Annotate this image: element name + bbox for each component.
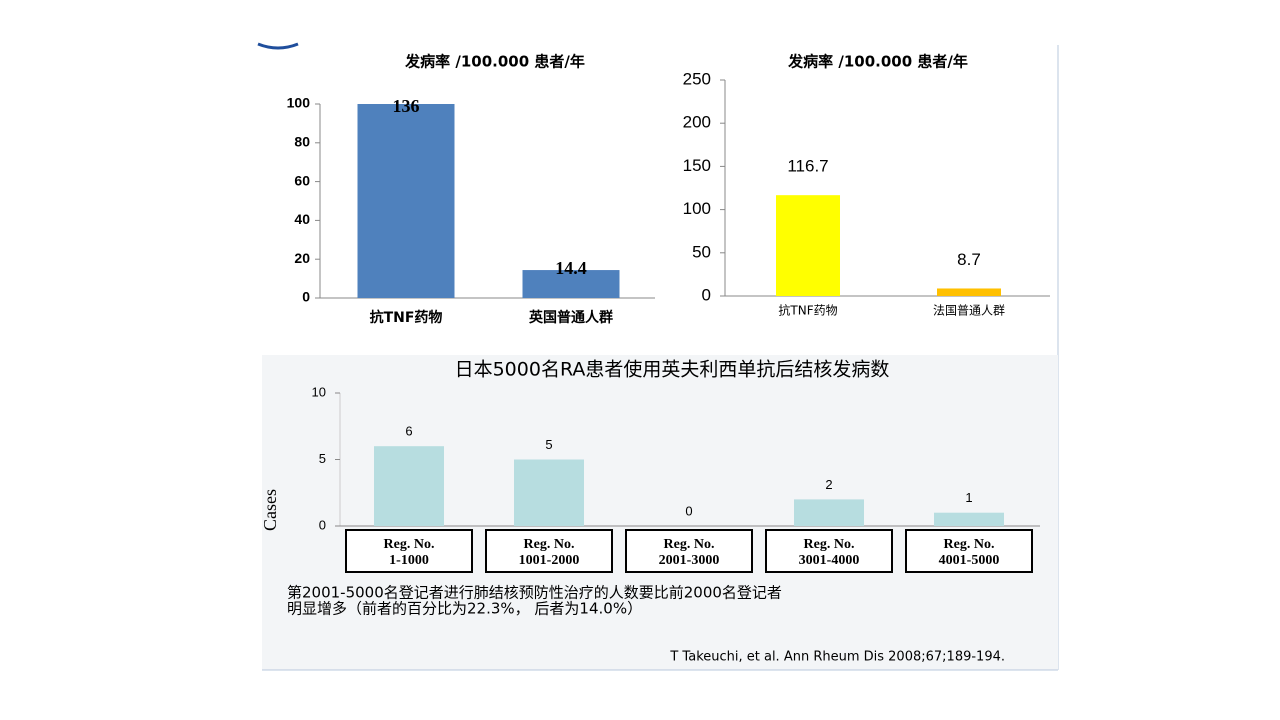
chart-title: 发病率 /100.000 患者/年 [404, 53, 585, 71]
category-box [345, 529, 473, 573]
x-tick-label: 3001-4000 [799, 553, 860, 568]
bar [514, 459, 584, 526]
y-tick-label: 40 [294, 211, 310, 227]
chart-title: 日本5000名RA患者使用英夫利西单抗后结核发病数 [455, 359, 890, 381]
note: 第2001-5000名登记者进行肺结核预防性治疗的人数要比前2000名登记者 [287, 584, 782, 602]
charts: 发病率 /100.000 患者/年020406080100抗TNF药物136英国… [260, 53, 1050, 573]
x-tick-label: 法国普通人群 [933, 304, 1005, 318]
y-tick-label: 80 [294, 134, 310, 150]
value-label: 2 [825, 477, 832, 492]
value-label: 6 [405, 424, 412, 439]
y-tick-label: 100 [287, 95, 311, 111]
y-tick-label: 20 [294, 250, 310, 266]
x-tick-label: Reg. No. [804, 537, 855, 552]
y-tick-label: 10 [312, 384, 326, 399]
x-tick-label: Reg. No. [524, 537, 575, 552]
category-box [485, 529, 613, 573]
y-tick-label: 60 [294, 172, 310, 188]
category-box [905, 529, 1033, 573]
value-label: 116.7 [787, 157, 828, 176]
x-tick-label: 2001-3000 [659, 553, 720, 568]
note: 明显增多（前者的百分比为22.3%， 后者为14.0%） [287, 600, 642, 618]
y-tick-label: 200 [683, 113, 711, 132]
y-tick-label: 100 [683, 199, 711, 218]
value-label: 5 [545, 437, 552, 452]
value-label: 136 [393, 96, 420, 116]
bar [357, 104, 455, 298]
x-tick-label: 抗TNF药物 [778, 303, 837, 318]
value-label: 1 [965, 490, 972, 505]
x-tick-label: 1-1000 [389, 553, 429, 568]
x-tick-label: Reg. No. [944, 537, 995, 552]
chart-title: 发病率 /100.000 患者/年 [787, 53, 968, 71]
y-tick-label: 50 [692, 242, 711, 261]
value-label: 8.7 [957, 250, 981, 269]
bar [937, 288, 1001, 296]
y-tick-label: 5 [319, 451, 326, 466]
bar [374, 446, 444, 526]
y-tick-label: 0 [319, 517, 326, 532]
y-tick-label: 0 [702, 285, 711, 304]
source: T Takeuchi, et al. Ann Rheum Dis 2008;67… [669, 650, 1005, 665]
x-tick-label: 1001-2000 [519, 553, 580, 568]
y-tick-label: 0 [302, 289, 310, 305]
x-tick-label: Reg. No. [664, 537, 715, 552]
bar [934, 512, 1004, 526]
x-tick-label: 英国普通人群 [528, 309, 613, 326]
y-axis-label: Cases [260, 489, 280, 531]
value-label: 0 [685, 503, 692, 518]
y-tick-label: 150 [683, 156, 711, 175]
category-box [765, 529, 893, 573]
bar [522, 270, 620, 298]
x-tick-label: Reg. No. [384, 537, 435, 552]
bar [794, 499, 864, 526]
decor-arc [257, 42, 299, 50]
value-label: 14.4 [555, 258, 587, 278]
x-tick-label: 抗TNF药物 [370, 309, 443, 326]
category-box [625, 529, 753, 573]
y-tick-label: 250 [683, 69, 711, 88]
x-tick-label: 4001-5000 [939, 553, 1000, 568]
bar [776, 195, 840, 296]
